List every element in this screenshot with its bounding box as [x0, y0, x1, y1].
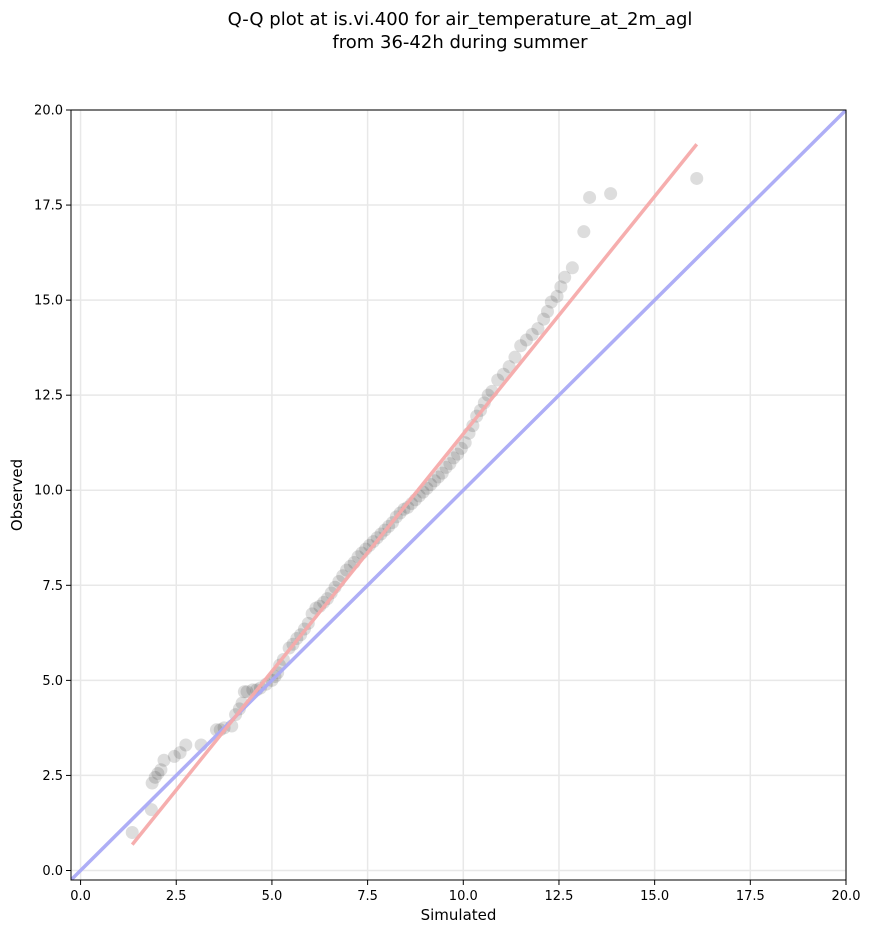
data-point [173, 746, 187, 760]
x-tick-label: 20.0 [832, 889, 861, 904]
x-tick-label: 15.0 [640, 889, 669, 904]
data-point [454, 441, 468, 455]
y-axis-label: Observed [8, 459, 26, 531]
x-tick-label: 17.5 [736, 889, 765, 904]
y-tick-label: 7.5 [42, 579, 63, 594]
data-point [466, 419, 480, 433]
data-point [451, 447, 465, 461]
data-point [531, 322, 545, 336]
x-tick-label: 5.0 [262, 889, 283, 904]
data-point [240, 685, 254, 699]
data-point [558, 270, 572, 284]
data-point [604, 187, 618, 201]
data-point [458, 436, 472, 450]
data-point [537, 312, 551, 326]
data-point [491, 373, 505, 387]
x-tick-label: 10.0 [449, 889, 478, 904]
identity-line [71, 110, 846, 880]
x-tick-label: 7.5 [357, 889, 378, 904]
data-point [447, 451, 461, 465]
data-point [151, 767, 165, 781]
data-point [125, 825, 139, 839]
data-point [554, 280, 568, 294]
x-tick-label: 0.0 [70, 889, 91, 904]
data-point [366, 535, 380, 549]
data-point [237, 685, 251, 699]
fit-line [130, 143, 699, 846]
data-point [583, 190, 597, 204]
x-tick-label: 2.5 [166, 889, 187, 904]
data-point [525, 327, 539, 341]
data-point [167, 749, 181, 763]
data-point [157, 753, 171, 767]
y-tick-label: 12.5 [34, 389, 63, 404]
data-point [577, 225, 591, 239]
data-point [439, 460, 453, 474]
plot-frame [70, 109, 847, 881]
data-point [431, 470, 445, 484]
data-point [690, 171, 704, 185]
data-point [550, 289, 564, 303]
y-tick-label: 10.0 [34, 484, 63, 499]
data-point [540, 305, 554, 319]
data-point [148, 770, 162, 784]
y-tick-label: 17.5 [34, 199, 63, 214]
y-tick-label: 0.0 [42, 864, 63, 879]
y-tick-label: 2.5 [42, 769, 63, 784]
data-point [519, 333, 533, 347]
data-point [544, 295, 558, 309]
data-point [435, 466, 449, 480]
data-point [443, 457, 457, 471]
data-point [514, 339, 528, 353]
data-point [565, 261, 579, 275]
chart-title-line-2: from 36-42h during summer [332, 32, 588, 53]
data-point [428, 474, 442, 488]
data-point [179, 738, 193, 752]
data-point [508, 350, 522, 364]
y-tick-label: 5.0 [42, 674, 63, 689]
data-point [320, 592, 334, 606]
data-point [502, 360, 516, 374]
y-tick-label: 20.0 [34, 104, 63, 119]
axis-ticks: 0.0 2.5 5.0 7.5 10.0 12.5 15.0 17.5 20.0 0.0 2.5 5.… [34, 104, 860, 905]
data-point [424, 478, 438, 492]
chart-title-line-1: Q-Q plot at is.vi.400 for air_temperatur… [228, 9, 693, 30]
data-point [145, 776, 159, 790]
data-point [154, 763, 168, 777]
y-tick-label: 15.0 [34, 294, 63, 309]
data-point [144, 803, 158, 817]
x-tick-label: 12.5 [544, 889, 573, 904]
x-axis-label: Simulated [421, 906, 497, 924]
reference-lines [71, 110, 846, 880]
